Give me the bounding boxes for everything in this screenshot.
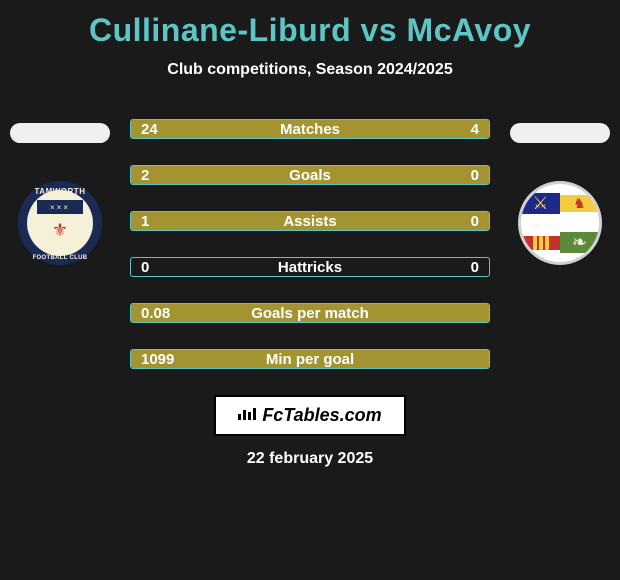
stat-bar: 2Goals0: [130, 165, 490, 185]
stat-label: Min per goal: [131, 351, 489, 368]
stat-value-right: 0: [471, 259, 479, 276]
left-player-photo-placeholder: [10, 123, 110, 143]
stat-value-right: 4: [471, 121, 479, 138]
subtitle: Club competitions, Season 2024/2025: [167, 61, 452, 79]
stat-bar: 24Matches4: [130, 119, 490, 139]
badge-quadrant-swords-icon: ⚔: [521, 193, 560, 214]
left-player-column: ××× ⚜: [0, 119, 120, 265]
source-badge: FcTables.com: [214, 395, 405, 436]
comparison-card: Cullinane-Liburd vs McAvoy Club competit…: [0, 0, 620, 468]
stat-label: Goals per match: [131, 305, 489, 322]
stat-bar: 1099Min per goal: [130, 349, 490, 369]
page-title: Cullinane-Liburd vs McAvoy: [89, 12, 531, 49]
source-text: FcTables.com: [262, 405, 381, 426]
badge-quadrant-lion-icon: ♞: [560, 195, 599, 212]
stat-label: Matches: [131, 121, 489, 138]
main-row: ××× ⚜ 24Matches42Goals01Assists00Hattric…: [0, 119, 620, 369]
stat-label: Goals: [131, 167, 489, 184]
date-line: 22 february 2025: [247, 450, 373, 468]
left-team-shield: ××× ⚜: [37, 200, 83, 246]
right-player-photo-placeholder: [510, 123, 610, 143]
stat-value-right: 0: [471, 213, 479, 230]
right-team-badge: ⚔ ♞ ❧: [518, 181, 602, 265]
stat-value-right: 0: [471, 167, 479, 184]
right-player-column: ⚔ ♞ ❧: [500, 119, 620, 265]
stat-bar: 1Assists0: [130, 211, 490, 231]
stat-bar: 0Hattricks0: [130, 257, 490, 277]
stat-label: Hattricks: [131, 259, 489, 276]
stat-bar: 0.08Goals per match: [130, 303, 490, 323]
left-team-badge: ××× ⚜: [18, 181, 102, 265]
badge-quadrant-tree-icon: ❧: [560, 232, 599, 253]
fleur-de-lis-icon: ⚜: [37, 214, 83, 246]
chart-icon: [238, 406, 256, 425]
stat-label: Assists: [131, 213, 489, 230]
shield-pattern-icon: ×××: [37, 200, 83, 214]
stats-column: 24Matches42Goals01Assists00Hattricks00.0…: [130, 119, 490, 369]
badge-quadrant-sheaves-icon: [521, 236, 560, 250]
